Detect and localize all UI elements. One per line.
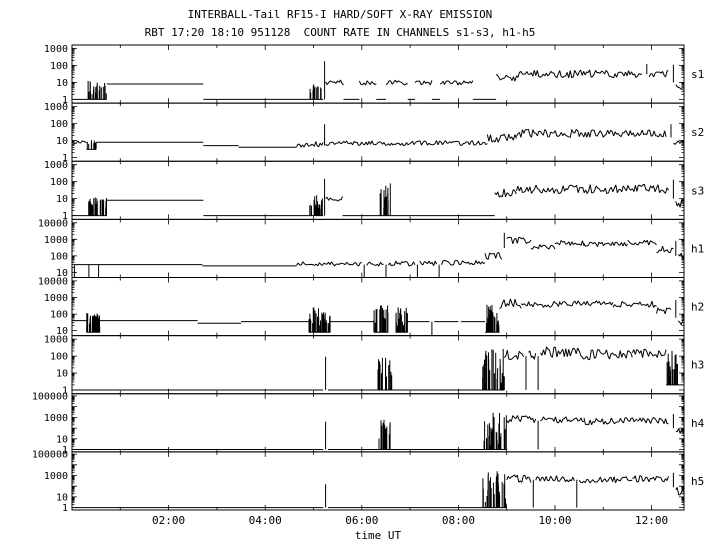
y-tick-label: 1: [62, 386, 68, 397]
y-tick-label: 10: [56, 492, 68, 503]
y-tick-label: 1000: [44, 335, 68, 346]
channel-label-h2: h2: [691, 301, 704, 314]
chart-subtitle: RBT 17:20 18:10 951128 COUNT RATE IN CHA…: [144, 26, 536, 39]
series-h1: [73, 232, 684, 278]
x-tick-label: 04:00: [249, 514, 282, 527]
y-tick-label: 10: [56, 194, 68, 205]
y-tick-label: 100: [50, 119, 68, 130]
y-tick-label: 1000: [44, 471, 68, 482]
series-s1: [72, 61, 684, 100]
channel-label-h3: h3: [691, 359, 704, 372]
y-tick-label: 10: [56, 136, 68, 147]
y-tick-label: 1000: [44, 293, 68, 304]
series-s3: [72, 178, 684, 217]
channel-label-s1: s1: [691, 68, 704, 81]
y-tick-label: 10000: [38, 218, 68, 229]
panel-ticks-s2: [72, 103, 684, 162]
x-tick-label: 12:00: [635, 514, 668, 527]
y-tick-label: 1: [62, 153, 68, 164]
series-h2: [72, 298, 684, 336]
panel-ticks-s1: [72, 45, 684, 104]
channel-label-h1: h1: [691, 242, 704, 255]
series-h5: [72, 471, 684, 509]
y-tick-label: 10: [56, 326, 68, 337]
panel-frame-s2: [71, 102, 685, 162]
x-tick-label: 08:00: [442, 514, 475, 527]
y-tick-label: 1000: [44, 44, 68, 55]
y-tick-label: 100: [50, 61, 68, 72]
panel-ticks-s3: [72, 161, 684, 220]
series-h3: [72, 346, 683, 391]
y-tick-label: 1000: [44, 413, 68, 424]
y-tick-label: 10: [56, 268, 68, 279]
panel-frame-h1: [71, 218, 685, 278]
chart-title: INTERBALL-Tail RF15-I HARD/SOFT X-RAY EM…: [187, 8, 493, 21]
y-tick-label: 100: [50, 310, 68, 321]
y-tick-label: 100: [50, 352, 68, 363]
series-s2: [71, 124, 684, 150]
y-tick-label: 100: [50, 251, 68, 262]
y-tick-label: 1: [62, 211, 68, 222]
panel-ticks-h1: [72, 219, 684, 278]
y-tick-label: 1000: [44, 102, 68, 113]
y-tick-label: 100000: [32, 391, 68, 402]
y-tick-label: 100000: [32, 450, 68, 461]
panel-frame-s3: [71, 160, 685, 220]
x-tick-label: 02:00: [152, 514, 185, 527]
panel-ticks-h2: [72, 277, 684, 336]
y-tick-label: 10: [56, 369, 68, 380]
series-h4: [72, 412, 684, 450]
y-tick-label: 100: [50, 177, 68, 188]
channel-label-s3: s3: [691, 184, 704, 197]
channel-label-s2: s2: [691, 126, 704, 139]
y-tick-label: 1000: [44, 160, 68, 171]
y-tick-label: 1000: [44, 235, 68, 246]
panel-frame-h2: [71, 277, 685, 337]
x-tick-label: 06:00: [345, 514, 378, 527]
y-tick-label: 1: [62, 503, 68, 514]
y-tick-label: 1: [62, 95, 68, 106]
x-axis-label: time UT: [354, 529, 402, 542]
y-tick-label: 10: [56, 434, 68, 445]
y-tick-label: 1: [62, 445, 68, 456]
channel-label-h4: h4: [691, 417, 705, 430]
panel-frame-s1: [71, 44, 685, 104]
channel-label-h5: h5: [691, 475, 704, 488]
y-tick-label: 10000: [38, 276, 68, 287]
y-tick-label: 10: [56, 78, 68, 89]
x-tick-label: 10:00: [538, 514, 571, 527]
